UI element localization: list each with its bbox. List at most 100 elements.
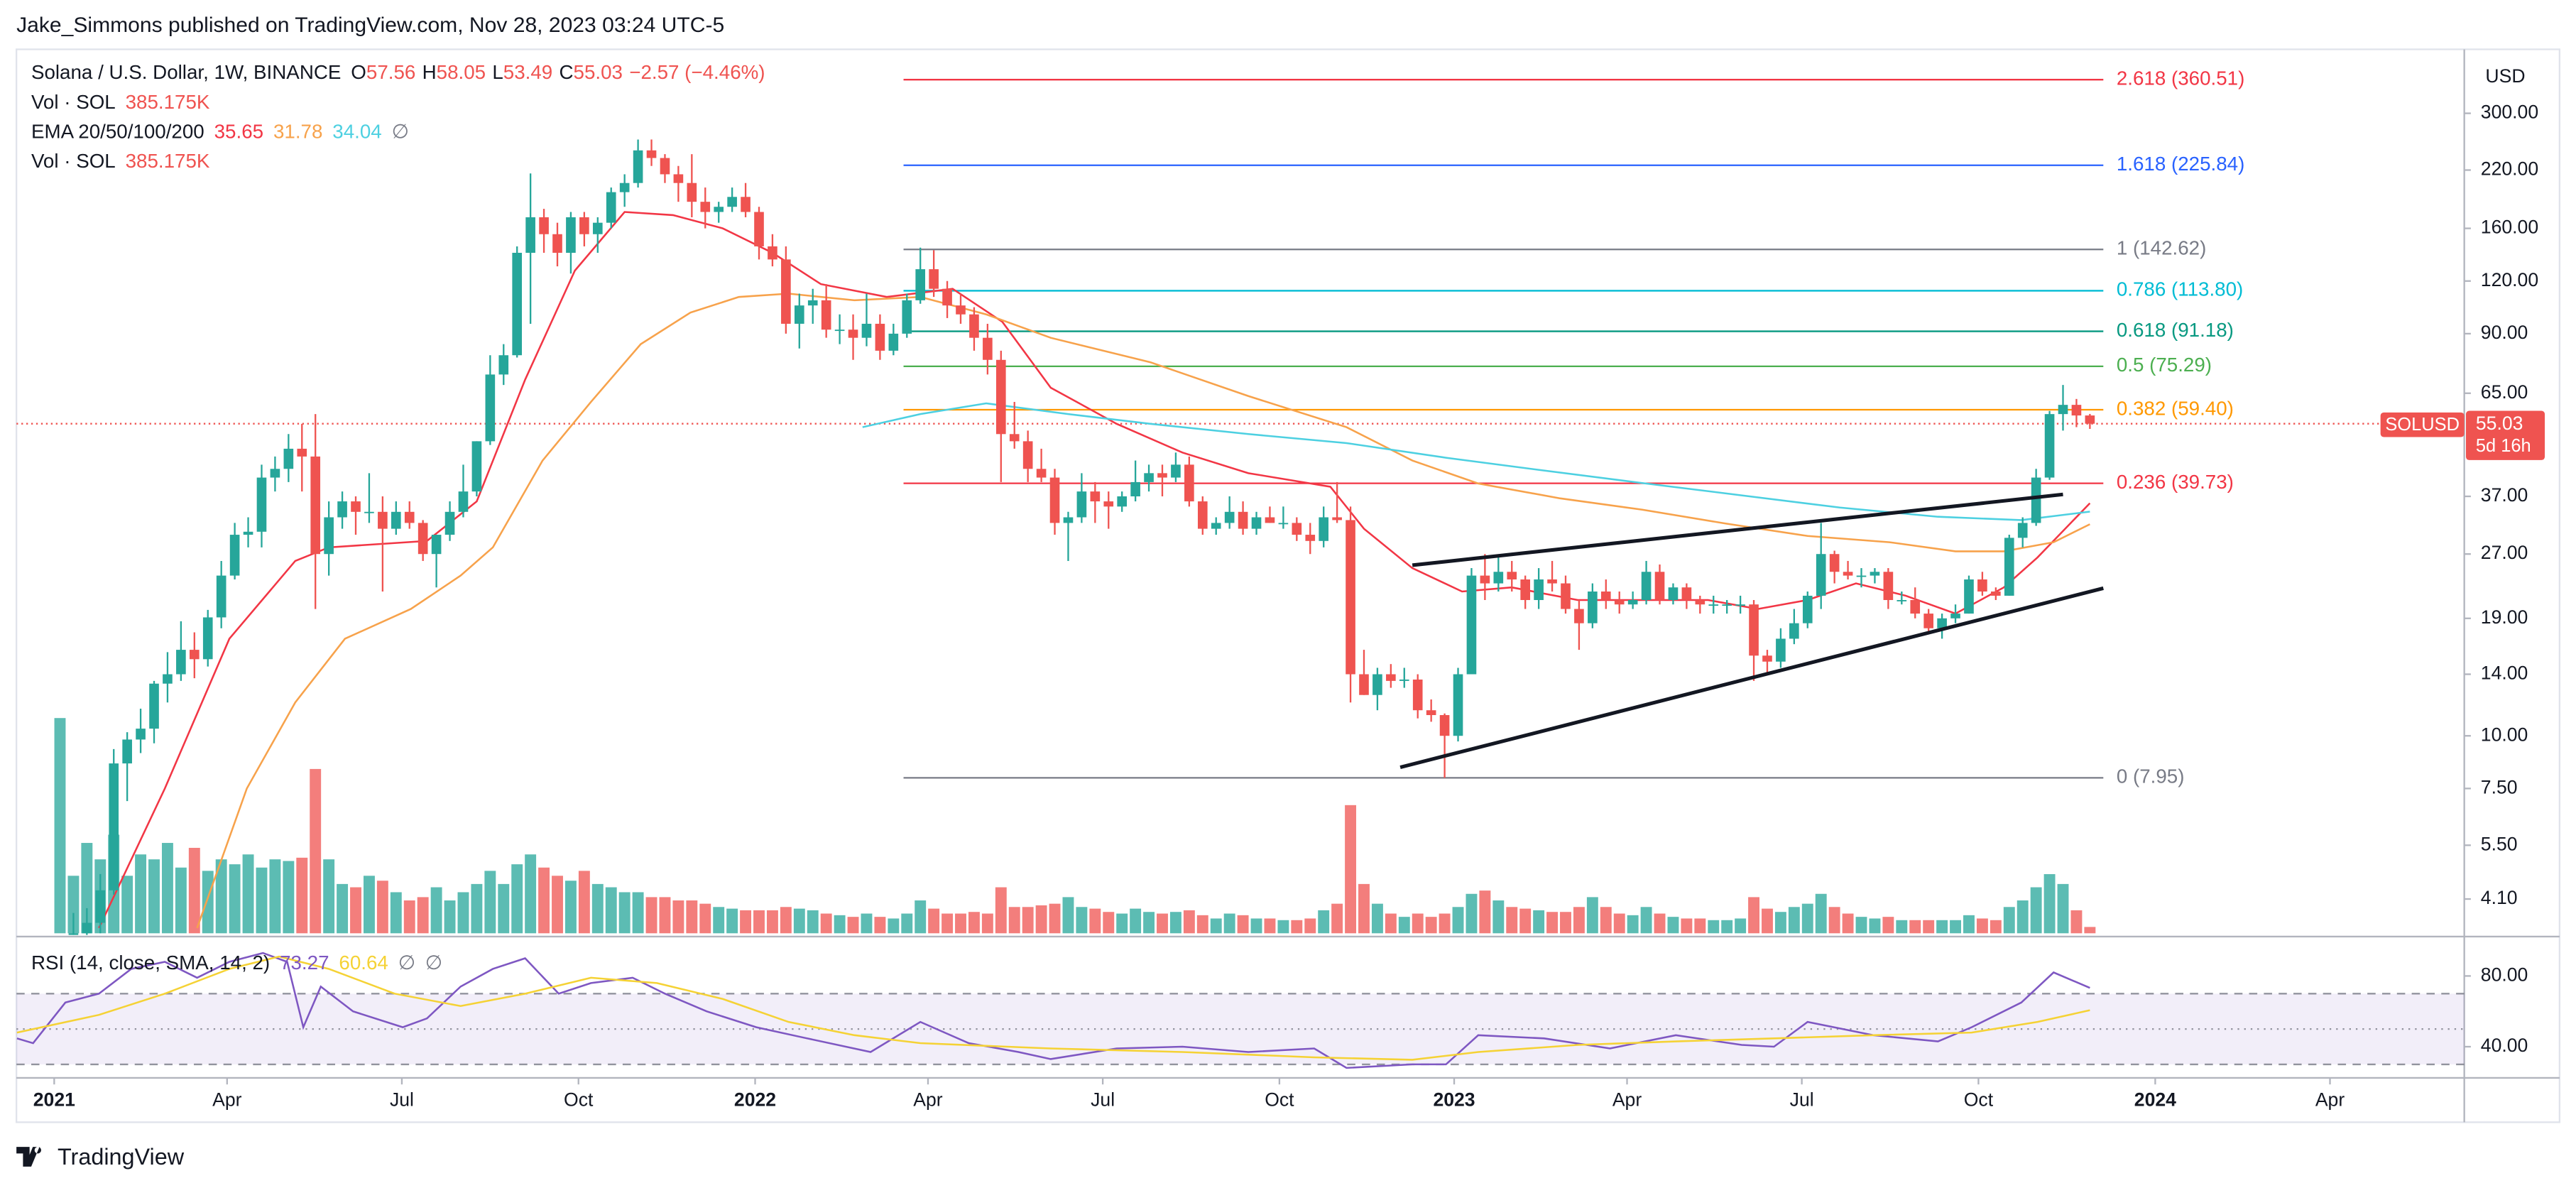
candle-body <box>1896 599 1907 601</box>
volume-bar <box>1143 912 1155 934</box>
rsi-tick-label: 80.00 <box>2481 964 2528 985</box>
legend-key: C <box>560 62 574 84</box>
volume-bar <box>1196 915 1208 934</box>
candle-body <box>82 922 92 934</box>
candle-body <box>216 575 227 618</box>
legend-value: 55.03 <box>574 62 623 84</box>
candle-body <box>1265 517 1275 523</box>
price-tag-value: 55.03 <box>2476 413 2523 434</box>
volume-bar <box>1950 920 1961 934</box>
legend-missing: ∅ <box>398 952 415 974</box>
volume-bar <box>578 871 590 934</box>
volume-bar <box>1586 897 1598 934</box>
candle-body <box>929 269 939 289</box>
candle-body <box>324 517 334 555</box>
volume-bar <box>1412 913 1424 934</box>
volume-bar <box>1506 907 1518 934</box>
candle-body <box>1184 464 1194 502</box>
candle-body <box>1937 618 1947 628</box>
candle-body <box>2044 414 2055 478</box>
volume-bar <box>1627 915 1639 934</box>
candle-body <box>378 511 388 529</box>
volume-bar <box>1667 917 1679 934</box>
volume-bar <box>67 876 80 934</box>
candle-body <box>646 150 657 158</box>
candle-body <box>1520 579 1531 600</box>
candle-body <box>485 374 496 442</box>
legend-value: 31.78 <box>273 121 322 143</box>
candle-body <box>1910 599 1921 614</box>
volume-bar <box>283 861 295 934</box>
legend-title: Vol · SOL <box>31 91 116 113</box>
y-tick-label: 7.50 <box>2481 776 2518 797</box>
candle-body <box>633 150 643 183</box>
candle-body <box>1332 517 1342 521</box>
volume-bar <box>1492 900 1505 934</box>
volume-bar <box>1345 805 1357 934</box>
volume-bar <box>1774 912 1786 934</box>
volume-bar <box>1815 893 1827 934</box>
candle-body <box>606 192 616 223</box>
trend-line <box>1399 586 2104 770</box>
volume-bar <box>820 913 832 934</box>
volume-bar <box>874 917 886 934</box>
volume-bar <box>54 718 66 934</box>
volume-bar <box>740 910 752 934</box>
volume-bar <box>981 913 993 934</box>
legend-title: Solana / U.S. Dollar, 1W, BINANCE <box>31 62 341 84</box>
volume-bar <box>296 857 308 934</box>
fib-level-label: 2.618 (360.51) <box>2117 67 2245 89</box>
candle-body <box>1654 572 1665 600</box>
volume-bar <box>175 867 187 934</box>
publisher-line: Jake_Simmons published on TradingView.co… <box>16 13 724 37</box>
candle-body <box>1668 587 1679 600</box>
volume-bar <box>1130 908 1142 934</box>
candle-body <box>136 729 146 740</box>
volume-bar <box>1855 917 1867 934</box>
candle-body <box>1224 511 1235 523</box>
candle-body <box>579 217 589 234</box>
candle-body <box>1319 517 1329 541</box>
symbol-tag-text: SOLUSD <box>2385 415 2460 435</box>
candle-body <box>1399 679 1409 681</box>
rsi-legend: RSI (14, close, SMA, 14, 2) 73.27 60.64 ∅ ∅ <box>31 952 442 974</box>
candle-body <box>834 329 845 332</box>
volume-bar <box>2057 883 2069 934</box>
candle-body <box>781 259 791 324</box>
volume-bar <box>471 883 483 934</box>
candle-body <box>512 253 523 356</box>
candle-body <box>807 300 818 306</box>
volume-bar <box>591 883 604 934</box>
volume-bar <box>148 859 160 934</box>
volume-bar <box>363 876 375 934</box>
volume-bar <box>430 887 442 934</box>
volume-bar <box>1264 918 1276 934</box>
volume-bar <box>1022 907 1034 934</box>
candle-body <box>1762 655 1772 662</box>
rsi-line <box>16 955 2090 1061</box>
volume-bar <box>1546 912 1559 934</box>
volume-bar <box>525 854 537 934</box>
x-tick-label: Jul <box>1790 1089 1814 1110</box>
candle-body <box>1412 679 1423 711</box>
candle-body <box>270 469 280 478</box>
volume-bar <box>2084 927 2096 934</box>
rsi-line <box>16 952 2090 1069</box>
candle-body <box>1507 572 1517 580</box>
candle-body <box>1964 579 1974 614</box>
candle-body <box>1534 579 1544 600</box>
volume-bar <box>1748 897 1760 934</box>
x-tick-label: 2023 <box>1433 1089 1475 1110</box>
volume-bar <box>403 900 415 934</box>
volume-bar <box>995 887 1007 934</box>
x-tick-label: Jul <box>1091 1089 1115 1110</box>
candle-body <box>1547 579 1557 584</box>
volume-bar <box>766 910 778 934</box>
volume-bar <box>1062 897 1074 934</box>
candle-body <box>660 158 670 175</box>
candle-body <box>700 202 711 212</box>
candle-body <box>1439 715 1450 736</box>
footer-brand: TradingView <box>58 1144 185 1170</box>
volume-bar <box>1573 907 1585 934</box>
